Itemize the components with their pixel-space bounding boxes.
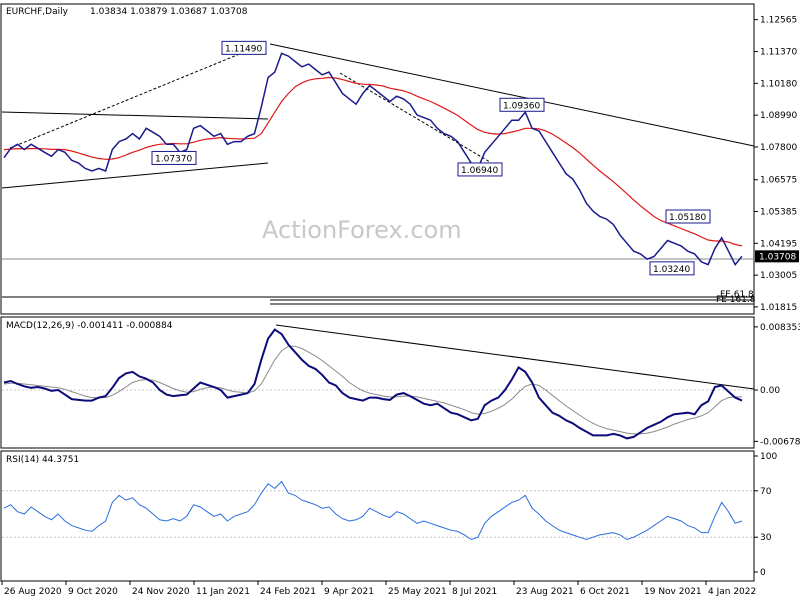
rsi-line [3,480,743,541]
price-tick-label: 1.04195 [760,239,797,249]
price-tick-label: 1.06575 [760,176,797,186]
x-tick-label: 4 Jan 2022 [708,587,756,597]
price-annotation: 1.07370 [151,150,197,165]
fe-161-8-label: FE 161.8 [716,295,756,305]
x-tick-label: 9 Oct 2020 [68,587,118,597]
fe-61-8-label: FE 61.8 [720,290,754,300]
rsi-tick-label: 70 [760,487,772,497]
x-tick-label: 8 Jul 2021 [452,587,497,597]
channel-lower-line [1,162,269,189]
rsi-tick-label: 100 [760,452,777,462]
price-tick-label: 1.11370 [760,48,797,58]
x-tick-label: 6 Oct 2021 [580,587,630,597]
x-tick-label: 19 Nov 2021 [644,587,702,597]
price-annotation-label: 1.05180 [669,213,706,223]
x-tick-label: 23 Aug 2021 [516,587,574,597]
price-annotation: 1.06940 [457,162,503,177]
descending-trendline [269,43,755,147]
price-annotation-label: 1.09360 [503,101,540,111]
x-tick-label: 9 Apr 2021 [324,587,374,597]
price-annotation: 1.03240 [649,261,695,276]
x-tick-label: 11 Jan 2021 [196,587,250,597]
x-tick-label: 26 Aug 2020 [4,587,62,597]
ohlc-label: 1.03834 1.03879 1.03687 1.03708 [90,7,248,17]
price-tick-label: 1.01815 [760,303,797,313]
macd-panel [0,316,755,449]
price-panel [0,3,755,315]
price-tick-label: 1.07800 [760,143,797,153]
price-annotation-label: 1.07370 [155,154,192,164]
macd-y-axis: 0.008353 0.00 -0.006788 [2,323,800,447]
price-annotation-label: 1.03240 [653,265,690,275]
price-annotation: 1.05180 [665,209,711,224]
x-tick-label: 25 May 2021 [388,587,447,597]
pullback-dashed-line [339,72,491,163]
macd-line [3,328,743,440]
price-tick-label: 1.03005 [760,271,797,281]
macd-trendline [275,324,755,390]
rsi-panel [0,450,755,582]
channel-upper-line [1,111,269,120]
chart-symbol-label: EURCHF,Daily [6,7,69,17]
watermark: ActionForex.com [262,216,462,244]
rally-dashed-line [9,43,265,149]
x-axis: 26 Aug 2020 9 Oct 2020 24 Nov 2020 11 Jan 2… [1,581,756,597]
current-price-label: 1.03708 [759,252,796,262]
macd-tick-label: 0.00 [760,386,780,396]
trendlines [1,43,755,305]
price-annotation-label: 1.11490 [225,44,262,54]
rsi-tick-label: 0 [760,568,766,578]
macd-label: MACD(12,26,9) -0.001411 -0.000884 [6,321,173,331]
current-price-box [755,250,799,263]
ema-line [3,76,743,247]
rsi-label: RSI(14) 44.3751 [6,455,79,465]
macd-tick-label: 0.008353 [760,323,800,333]
price-line [3,52,743,266]
macd-signal-line [3,345,742,435]
macd-tick-label: -0.006788 [760,437,800,447]
rsi-y-axis: 100 70 30 0 [2,452,777,578]
price-tick-label: 1.12565 [760,16,797,26]
x-tick-label: 24 Nov 2020 [132,587,190,597]
x-tick-label: 24 Feb 2021 [260,587,316,597]
price-annotation: 1.11490 [221,40,267,55]
rsi-tick-label: 30 [760,533,772,543]
price-annotations: 1.11490 1.07370 1.09360 1.06940 1.05180 1.032… [151,40,711,276]
price-tick-label: 1.08990 [760,111,797,121]
price-tick-label: 1.05385 [760,208,797,218]
price-annotation: 1.09360 [499,97,545,112]
price-y-axis: 1.12565 1.11370 1.10180 1.08990 1.07800 1.065… [754,16,799,313]
price-tick-label: 1.10180 [760,79,797,89]
price-annotation-label: 1.06940 [461,166,498,176]
